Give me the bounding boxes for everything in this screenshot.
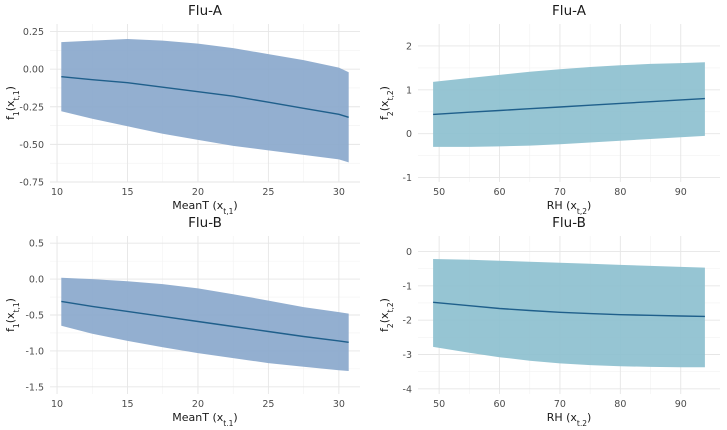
panel-4: 50 60 70 80 90 -4 -3 -2 -1 0 Flu-B RH (xt,2) f2(xt,2… [378, 215, 720, 428]
fitted-line [433, 301, 705, 318]
x-tick-label: 90 [675, 399, 687, 410]
panel-title: Flu-B [188, 215, 222, 231]
panel-title: Flu-A [188, 3, 223, 19]
panel-title: Flu-A [552, 3, 587, 19]
fitted-line [61, 300, 349, 343]
x-tick-label: 15 [121, 187, 133, 198]
y-tick-label: -4 [403, 384, 412, 395]
x-tick-label: 50 [433, 187, 445, 198]
y-tick-label: 0.25 [23, 27, 44, 38]
panel-2: 50 60 70 80 90 -1 0 1 2 Flu-A RH (xt,2) f2(xt,2) [378, 3, 720, 216]
panel-3: 10 15 20 25 30 -1.5 -1.0 -0.5 0.0 0.5 Flu-B MeanT (… [4, 215, 360, 428]
x-tick-label: 25 [262, 187, 274, 198]
x-tick-label: 15 [121, 399, 133, 410]
confidence-band [61, 277, 349, 371]
panel-1: 10 15 20 25 30 -0.75 -0.50 -0.25 0.00 0.25 Flu-A Me… [4, 3, 360, 216]
x-axis-label: MeanT (xt,1) [172, 199, 237, 216]
x-tick-label: 90 [675, 187, 687, 198]
confidence-band [433, 62, 705, 147]
x-tick-label: 10 [51, 187, 63, 198]
x-tick-label: 25 [262, 399, 274, 410]
fitted-line [433, 97, 705, 116]
x-axis-label: RH (xt,2) [547, 411, 592, 426]
x-tick-label: 60 [493, 399, 505, 410]
y-axis-label: f1(xt,1) [4, 298, 21, 332]
y-tick-label: -1 [403, 173, 412, 184]
y-tick-label: 1 [406, 85, 412, 96]
y-tick-label: 0.00 [23, 65, 44, 76]
y-tick-label: 0.5 [29, 239, 44, 250]
y-tick-label: -0.25 [19, 102, 44, 113]
confidence-band [61, 39, 349, 163]
y-tick-label: -1 [403, 281, 412, 292]
y-axis-label: f2(xt,2) [378, 86, 395, 120]
panel-title: Flu-B [552, 215, 586, 231]
y-tick-label: 0.0 [29, 275, 44, 286]
x-tick-label: 30 [333, 187, 345, 198]
x-tick-label: 70 [554, 399, 566, 410]
x-tick-label: 20 [192, 187, 204, 198]
y-tick-label: -0.75 [19, 178, 44, 189]
y-tick-label: -0.50 [19, 140, 44, 151]
x-tick-label: 80 [614, 187, 626, 198]
y-tick-label: -2 [403, 316, 412, 327]
x-tick-label: 20 [192, 399, 204, 410]
x-tick-label: 10 [51, 399, 63, 410]
y-axis-label: f2(xt,2) [378, 298, 395, 332]
y-tick-label: 0 [406, 247, 412, 258]
y-tick-label: -3 [403, 350, 412, 361]
y-tick-label: -1.5 [25, 382, 44, 393]
x-tick-label: 60 [493, 187, 505, 198]
y-tick-label: 2 [406, 41, 412, 52]
y-tick-label: -0.5 [25, 311, 44, 322]
x-tick-label: 50 [433, 399, 445, 410]
x-axis-label: MeanT (xt,1) [172, 411, 237, 426]
x-tick-label: 70 [554, 187, 566, 198]
y-tick-label: 0 [406, 129, 412, 140]
x-axis-label: RH (xt,2) [547, 199, 592, 216]
x-tick-label: 30 [333, 399, 345, 410]
y-tick-label: -1.0 [25, 346, 44, 357]
x-tick-label: 80 [614, 399, 626, 410]
fitted-line [61, 76, 349, 118]
y-axis-label: f1(xt,1) [4, 86, 21, 120]
